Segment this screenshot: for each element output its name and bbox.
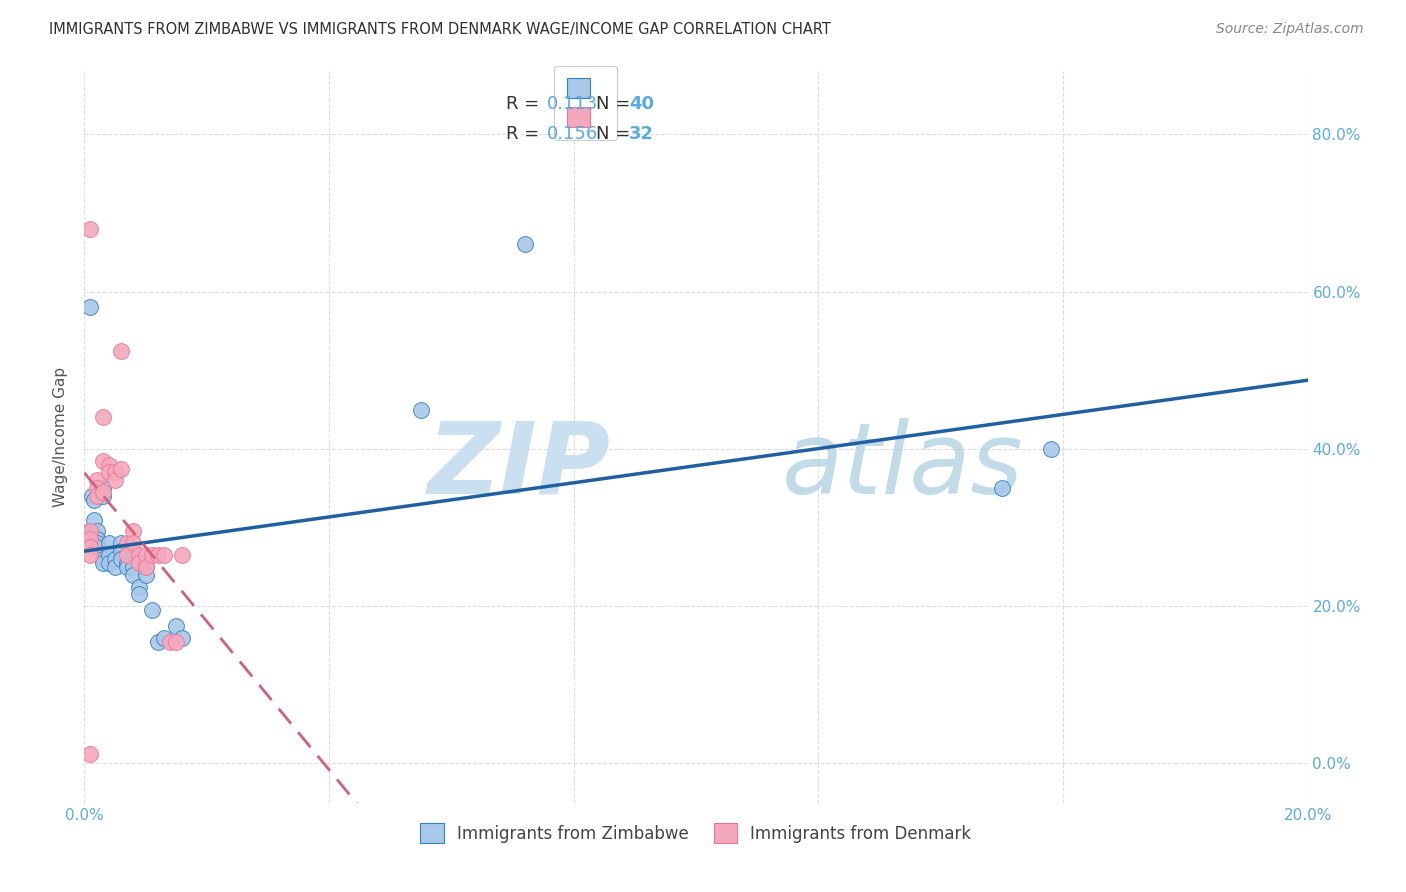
Point bbox=[80, 489, 103, 503]
Point bbox=[153, 631, 176, 645]
Point bbox=[128, 556, 150, 570]
Point bbox=[79, 528, 101, 542]
Point bbox=[91, 481, 114, 495]
Point bbox=[110, 544, 132, 558]
Point bbox=[146, 634, 169, 648]
Point bbox=[83, 513, 105, 527]
Point bbox=[104, 473, 127, 487]
Point bbox=[79, 221, 101, 235]
Point bbox=[110, 536, 132, 550]
Text: 0.113: 0.113 bbox=[547, 95, 598, 113]
Point bbox=[991, 481, 1014, 495]
Point bbox=[91, 556, 114, 570]
Point bbox=[79, 524, 101, 539]
Point bbox=[79, 301, 101, 315]
Point bbox=[91, 552, 114, 566]
Point bbox=[86, 536, 108, 550]
Point bbox=[91, 489, 114, 503]
Point bbox=[97, 548, 120, 562]
Point bbox=[104, 466, 127, 480]
Text: 0.156: 0.156 bbox=[547, 125, 598, 143]
Point bbox=[122, 567, 145, 582]
Text: atlas: atlas bbox=[782, 417, 1024, 515]
Text: N =: N = bbox=[596, 95, 636, 113]
Point bbox=[115, 536, 138, 550]
Point bbox=[115, 559, 138, 574]
Text: IMMIGRANTS FROM ZIMBABWE VS IMMIGRANTS FROM DENMARK WAGE/INCOME GAP CORRELATION : IMMIGRANTS FROM ZIMBABWE VS IMMIGRANTS F… bbox=[49, 22, 831, 37]
Point bbox=[79, 540, 101, 554]
Point bbox=[128, 548, 150, 562]
Point bbox=[110, 552, 132, 566]
Point bbox=[141, 548, 163, 562]
Point bbox=[172, 631, 194, 645]
Point bbox=[86, 533, 108, 547]
Point bbox=[122, 559, 145, 574]
Point bbox=[97, 466, 120, 480]
Text: R =: R = bbox=[506, 125, 546, 143]
Point bbox=[122, 552, 145, 566]
Point bbox=[97, 458, 120, 472]
Point bbox=[83, 493, 105, 508]
Point bbox=[135, 548, 157, 562]
Text: Source: ZipAtlas.com: Source: ZipAtlas.com bbox=[1216, 22, 1364, 37]
Point bbox=[115, 548, 138, 562]
Point bbox=[165, 634, 187, 648]
Point bbox=[97, 536, 120, 550]
Point bbox=[86, 481, 108, 495]
Point bbox=[91, 410, 114, 425]
Point bbox=[104, 552, 127, 566]
Point bbox=[91, 453, 114, 467]
Point bbox=[128, 587, 150, 601]
Point bbox=[172, 548, 194, 562]
Point bbox=[409, 402, 432, 417]
Point bbox=[513, 237, 536, 252]
Point bbox=[110, 461, 132, 475]
Point bbox=[135, 559, 157, 574]
Point bbox=[115, 556, 138, 570]
Point bbox=[86, 489, 108, 503]
Point bbox=[97, 556, 120, 570]
Text: 40: 40 bbox=[628, 95, 654, 113]
Legend: Immigrants from Zimbabwe, Immigrants from Denmark: Immigrants from Zimbabwe, Immigrants fro… bbox=[413, 817, 979, 849]
Point bbox=[122, 536, 145, 550]
Point bbox=[86, 524, 108, 539]
Point bbox=[159, 634, 181, 648]
Point bbox=[1039, 442, 1062, 456]
Point bbox=[128, 580, 150, 594]
Point bbox=[146, 548, 169, 562]
Point bbox=[104, 559, 127, 574]
Point bbox=[165, 619, 187, 633]
Text: N =: N = bbox=[596, 125, 636, 143]
Point bbox=[79, 533, 101, 547]
Text: 32: 32 bbox=[628, 125, 654, 143]
Point bbox=[91, 485, 114, 500]
Text: ZIP: ZIP bbox=[427, 417, 610, 515]
Point bbox=[79, 524, 101, 539]
Point bbox=[86, 473, 108, 487]
Point bbox=[79, 747, 101, 761]
Point bbox=[110, 343, 132, 358]
Text: R =: R = bbox=[506, 95, 546, 113]
Point bbox=[141, 603, 163, 617]
Point bbox=[79, 548, 101, 562]
Point bbox=[122, 524, 145, 539]
Point bbox=[86, 540, 108, 554]
Y-axis label: Wage/Income Gap: Wage/Income Gap bbox=[53, 367, 69, 508]
Point bbox=[153, 548, 176, 562]
Point bbox=[135, 559, 157, 574]
Point bbox=[135, 567, 157, 582]
